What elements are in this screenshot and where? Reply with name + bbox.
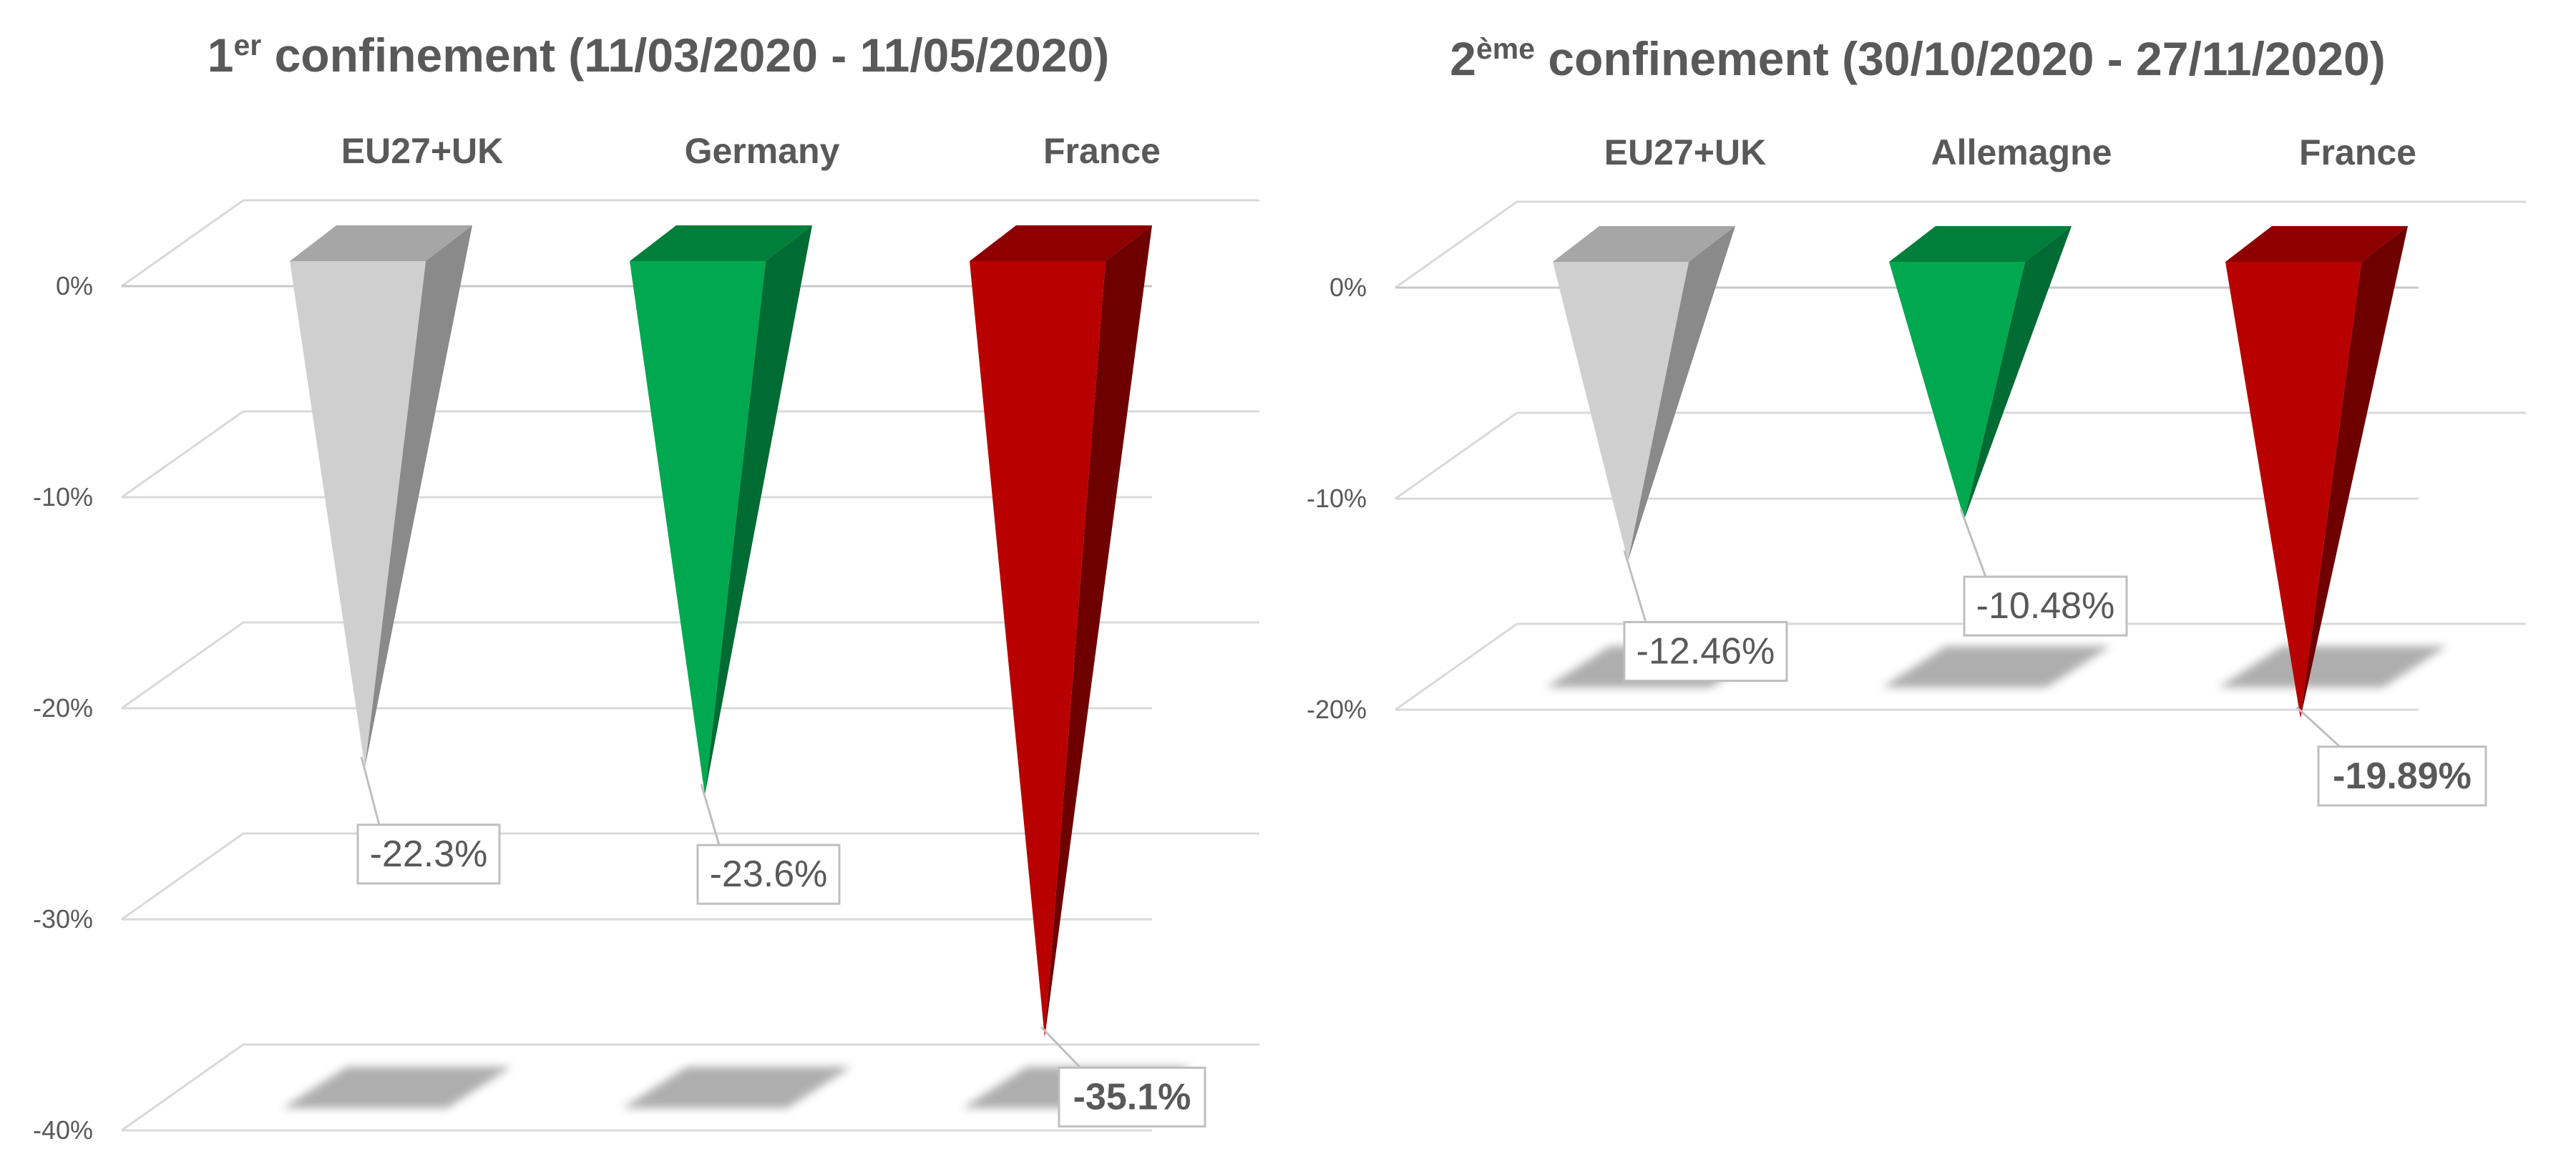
cone-floor-shadow xyxy=(283,1067,512,1108)
y-tick-label: 0% xyxy=(56,271,93,300)
data-label-text: -35.1% xyxy=(1073,1076,1191,1117)
data-label-box xyxy=(1963,575,2128,637)
data-label-box xyxy=(696,843,841,905)
data-label-leader xyxy=(1623,550,1787,624)
cone-front-face xyxy=(970,261,1106,1038)
cone-front-face xyxy=(1553,262,1689,562)
data-label-leader xyxy=(1959,508,2127,578)
chart-second-lockdown: 2ème confinement (30/10/2020 - 27/11/202… xyxy=(1307,32,2526,807)
cone-side-face xyxy=(365,225,472,768)
category-label: Germany xyxy=(685,131,840,171)
title-superscript: ème xyxy=(1476,32,1535,65)
y-tick-label: -20% xyxy=(1307,695,1367,724)
gridline-depth xyxy=(121,832,244,921)
cone-top-face xyxy=(630,225,812,261)
data-label-leader xyxy=(1040,1026,1205,1069)
gridline-depth xyxy=(1395,622,1518,711)
data-label-0: -12.46% xyxy=(1623,550,1788,683)
gridline-depth xyxy=(121,199,244,288)
data-label-text: -23.6% xyxy=(710,854,828,895)
cone-top-face xyxy=(2225,226,2408,262)
data-label-1: -10.48% xyxy=(1959,508,2128,637)
data-label-box xyxy=(356,823,501,885)
cone-floor-shadow xyxy=(623,1067,852,1108)
cone-floor-shadow xyxy=(1882,646,2111,688)
cone-front-face xyxy=(630,261,766,796)
category-label: Allemagne xyxy=(1931,132,2112,172)
y-tick-label: -40% xyxy=(33,1115,93,1145)
data-label-0: -22.3% xyxy=(356,756,501,885)
cone-floor-shadow xyxy=(2218,646,2447,688)
data-label-1: -23.6% xyxy=(696,783,841,905)
cone-top-face xyxy=(290,225,472,261)
cone-bar-1 xyxy=(630,225,812,796)
gridline-depth xyxy=(1395,411,1518,500)
data-label-2: -35.1% xyxy=(1040,1026,1206,1128)
cone-front-face xyxy=(290,261,426,768)
category-label: France xyxy=(2299,132,2416,172)
category-label: EU27+UK xyxy=(341,131,504,171)
data-label-text: -10.48% xyxy=(1976,585,2115,627)
data-label-leader xyxy=(2296,706,2486,748)
cone-top-face xyxy=(1889,226,2072,262)
gridline-depth xyxy=(121,1043,244,1132)
cone-side-face xyxy=(1964,226,2072,520)
chart-first-lockdown: 1er confinement (11/03/2020 - 11/05/2020… xyxy=(33,29,1259,1145)
title-superscript: er xyxy=(233,29,261,62)
y-tick-label: 0% xyxy=(1330,273,1367,302)
data-label-text: -22.3% xyxy=(370,833,488,875)
category-label: France xyxy=(1043,131,1161,171)
cone-top-face xyxy=(970,225,1152,261)
cone-bar-2 xyxy=(2225,226,2408,718)
y-tick-label: -10% xyxy=(1307,484,1367,513)
gridline-3 xyxy=(121,832,1259,921)
cone-bar-0 xyxy=(290,225,472,768)
data-label-text: -19.89% xyxy=(2333,755,2472,797)
gridline-depth xyxy=(1395,200,1518,289)
category-label: EU27+UK xyxy=(1604,132,1767,172)
chart-title: 2ème confinement (30/10/2020 - 27/11/202… xyxy=(1450,32,2385,85)
cone-front-face xyxy=(1889,262,2025,520)
cone-bar-1 xyxy=(1889,226,2072,520)
cone-bar-2 xyxy=(970,225,1152,1038)
title-text: confinement (11/03/2020 - 11/05/2020) xyxy=(261,29,1109,82)
y-tick-label: -30% xyxy=(33,904,93,934)
cone-front-face xyxy=(2225,262,2361,718)
chart-title: 1er confinement (11/03/2020 - 11/05/2020… xyxy=(208,29,1110,82)
cone-side-face xyxy=(2301,226,2408,718)
data-label-text: -12.46% xyxy=(1636,631,1775,673)
y-tick-label: -10% xyxy=(33,482,93,512)
gridline-depth xyxy=(121,410,244,499)
title-number: 2 xyxy=(1450,32,1476,85)
title-number: 1 xyxy=(208,29,234,82)
cone-top-face xyxy=(1553,226,1735,262)
data-label-leader xyxy=(360,756,499,826)
data-label-box xyxy=(2317,745,2487,807)
gridline-4 xyxy=(121,1043,1259,1132)
title-text: confinement (30/10/2020 - 27/11/2020) xyxy=(1535,32,2386,85)
data-label-box xyxy=(1058,1066,1206,1128)
cone-side-face xyxy=(705,225,812,796)
gridline-depth xyxy=(121,621,244,710)
data-label-box xyxy=(1623,621,1788,683)
cone-bar-0 xyxy=(1553,226,1735,562)
cone-side-face xyxy=(1045,225,1152,1038)
data-label-leader xyxy=(700,783,839,846)
y-tick-label: -20% xyxy=(33,693,93,723)
data-label-2: -19.89% xyxy=(2296,706,2487,807)
cone-side-face xyxy=(1628,226,1735,562)
